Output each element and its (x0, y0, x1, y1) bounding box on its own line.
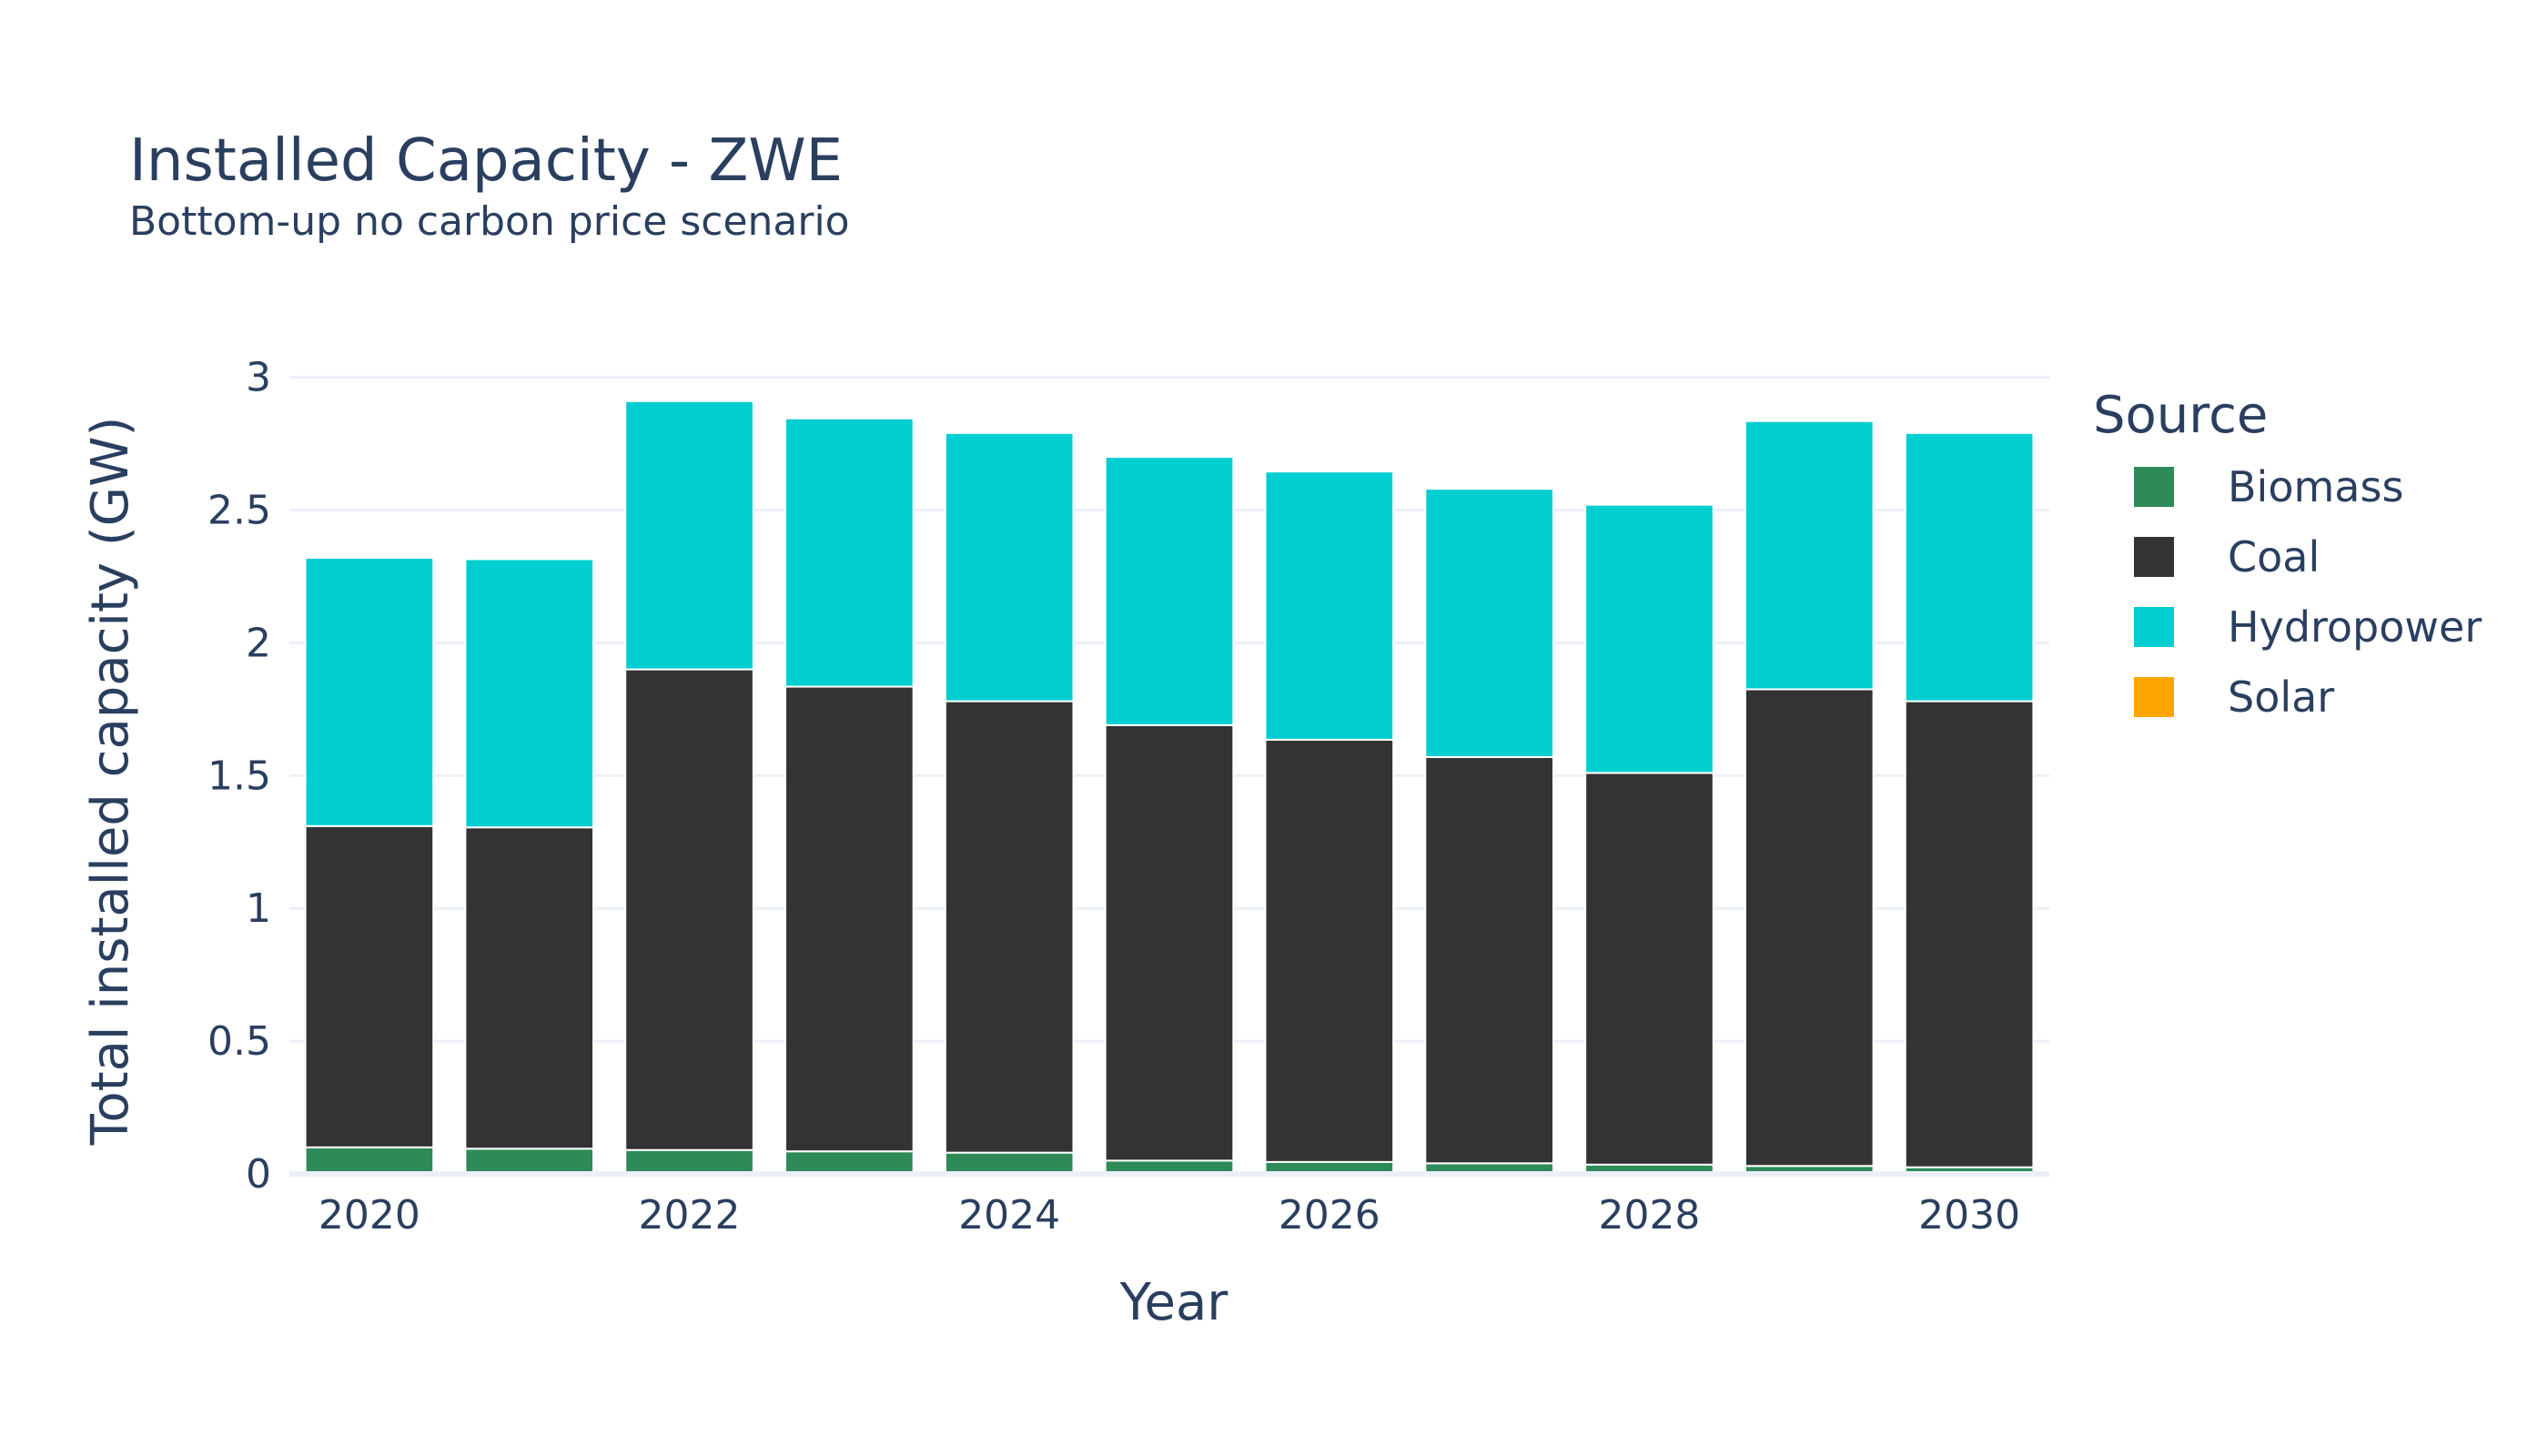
legend-label-hydropower: Hydropower (2228, 602, 2482, 652)
bar-coal-2026 (1264, 738, 1395, 1163)
bar-coal-2020 (304, 824, 435, 1148)
legend-label-biomass: Biomass (2228, 462, 2403, 511)
bar-hydropower-2030 (1904, 431, 2035, 703)
chart-title: Installed Capacity - ZWE (129, 127, 843, 195)
bar-hydropower-2022 (624, 399, 754, 671)
bar-hydropower-2026 (1264, 470, 1395, 741)
bar-hydropower-2029 (1744, 420, 1875, 691)
x-axis-title: Year (1119, 1273, 1229, 1332)
bar-hydropower-2021 (464, 558, 595, 829)
bar-coal-2024 (944, 700, 1075, 1154)
bar-hydropower-2020 (304, 557, 435, 827)
bar-coal-2021 (464, 826, 595, 1150)
x-tick-label: 2024 (958, 1192, 1060, 1239)
legend-label-solar: Solar (2228, 672, 2334, 722)
legend-swatch-biomass (2134, 467, 2174, 507)
y-tick-label: 1.5 (207, 753, 271, 799)
bar-hydropower-2025 (1104, 456, 1235, 726)
y-tick-label: 3 (246, 355, 271, 401)
legend-swatch-coal (2134, 537, 2174, 577)
x-tick-label: 2022 (639, 1192, 741, 1239)
bar-hydropower-2023 (784, 417, 915, 688)
y-tick-label: 0.5 (207, 1018, 271, 1065)
bar-coal-2027 (1424, 755, 1554, 1165)
bar-biomass-2021 (464, 1148, 595, 1175)
y-axis-ticks: 0 0.5 1 1.5 2 2.5 3 (207, 355, 271, 1198)
bar-biomass-2024 (944, 1151, 1075, 1176)
bar-hydropower-2027 (1424, 488, 1554, 758)
legend: Source Biomass Coal Hydropower Solar (2093, 386, 2482, 722)
bar-coal-2029 (1744, 688, 1875, 1168)
legend-swatch-solar (2134, 677, 2174, 717)
y-tick-label: 2 (246, 620, 271, 666)
y-axis-title: Total installed capacity (GW) (81, 417, 140, 1147)
legend-label-coal: Coal (2228, 532, 2320, 581)
x-tick-label: 2026 (1279, 1192, 1380, 1239)
bar-biomass-2022 (624, 1148, 754, 1175)
bar-hydropower-2024 (944, 431, 1075, 703)
y-tick-label: 0 (246, 1151, 271, 1198)
bar-coal-2025 (1104, 723, 1235, 1162)
bar-coal-2030 (1904, 700, 2035, 1168)
x-tick-label: 2020 (318, 1192, 420, 1239)
chart-subtitle: Bottom-up no carbon price scenario (129, 198, 850, 245)
bar-hydropower-2028 (1584, 503, 1714, 774)
legend-title: Source (2093, 386, 2268, 445)
bar-coal-2028 (1584, 772, 1714, 1166)
bar-coal-2022 (624, 668, 754, 1151)
x-tick-label: 2030 (1918, 1192, 2020, 1239)
x-tick-label: 2028 (1598, 1192, 1700, 1239)
bar-biomass-2023 (784, 1150, 915, 1176)
bar-coal-2023 (784, 685, 915, 1153)
bars (304, 399, 2035, 1176)
bar-biomass-2020 (304, 1146, 435, 1176)
x-axis-ticks: 2020 2022 2024 2026 2028 2030 (318, 1192, 2020, 1239)
y-tick-label: 2.5 (207, 487, 271, 533)
legend-swatch-hydropower (2134, 607, 2174, 647)
y-tick-label: 1 (246, 885, 271, 932)
